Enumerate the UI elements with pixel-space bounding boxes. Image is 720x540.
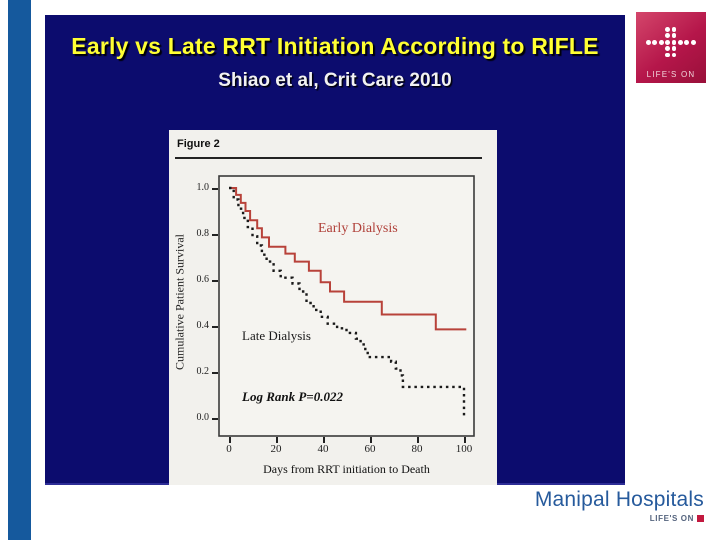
logo-dot bbox=[646, 39, 651, 45]
slide-panel: Early vs Late RRT Initiation According t… bbox=[45, 15, 625, 485]
logo-dot bbox=[671, 27, 677, 32]
x-tick-mark bbox=[276, 437, 278, 443]
x-tick-mark bbox=[464, 437, 466, 443]
logo-dot bbox=[671, 52, 677, 58]
logo-dot bbox=[665, 52, 670, 58]
y-tick-label: 0.0 bbox=[196, 412, 210, 423]
y-tick-label: 0.4 bbox=[196, 320, 210, 331]
figure-label: Figure 2 bbox=[177, 138, 220, 150]
hospital-name: Manipal Hospitals bbox=[534, 488, 704, 511]
logo-dot bbox=[652, 39, 658, 45]
log-rank-p-value: Log Rank P=0.022 bbox=[242, 389, 343, 404]
figure-panel: Figure 2 Cumulative Patient Survival Ear… bbox=[169, 130, 497, 485]
y-axis-label: Cumulative Patient Survival bbox=[172, 234, 187, 370]
left-accent-bar bbox=[8, 0, 31, 540]
logo-dot bbox=[671, 39, 677, 45]
y-tick-label: 0.8 bbox=[196, 228, 210, 239]
figure-divider bbox=[175, 157, 482, 159]
manipal-cross-icon bbox=[636, 12, 706, 68]
x-tick-label: 100 bbox=[455, 443, 473, 455]
y-tick-mark bbox=[212, 418, 218, 420]
y-tick-label: 0.6 bbox=[196, 274, 210, 285]
x-tick-label: 0 bbox=[226, 443, 232, 455]
late-dialysis-label: Late Dialysis bbox=[242, 328, 311, 343]
x-tick-mark bbox=[417, 437, 419, 443]
logo-dot bbox=[678, 39, 683, 45]
x-tick-label: 40 bbox=[317, 443, 329, 455]
logo-dot bbox=[665, 46, 670, 51]
slide-subtitle: Shiao et al, Crit Care 2010 bbox=[218, 70, 452, 91]
logo-dot bbox=[665, 33, 670, 39]
survival-chart-svg bbox=[218, 175, 475, 437]
y-tick-mark bbox=[212, 372, 218, 374]
logo-dot bbox=[665, 27, 670, 32]
logo-dot bbox=[671, 33, 677, 39]
x-tick-mark bbox=[370, 437, 372, 443]
logo-tagline: LIFE'S ON bbox=[646, 70, 696, 79]
logo-dot bbox=[671, 46, 677, 51]
logo-dot bbox=[665, 39, 670, 45]
y-tick-mark bbox=[212, 234, 218, 236]
x-tick-label: 80 bbox=[411, 443, 423, 455]
y-tick-mark bbox=[212, 188, 218, 190]
manipal-logo: LIFE'S ON bbox=[636, 12, 706, 83]
x-tick-label: 20 bbox=[270, 443, 282, 455]
early-dialysis-label: Early Dialysis bbox=[318, 221, 398, 236]
logo-dot bbox=[658, 39, 664, 45]
footer-tagline-text: LIFE'S ON bbox=[649, 514, 694, 523]
early-dialysis-curve bbox=[229, 187, 467, 331]
y-tick-label: 1.0 bbox=[196, 182, 210, 193]
y-tick-mark bbox=[212, 280, 218, 282]
km-plot: Early Dialysis Late Dialysis Log Rank P=… bbox=[218, 175, 475, 437]
x-tick-label: 60 bbox=[364, 443, 376, 455]
x-tick-mark bbox=[229, 437, 231, 443]
y-tick-mark bbox=[212, 326, 218, 328]
slide-title: Early vs Late RRT Initiation According t… bbox=[71, 33, 599, 59]
tagline-square-icon bbox=[697, 515, 704, 522]
footer-tagline: LIFE'S ON bbox=[535, 514, 704, 523]
logo-dot bbox=[690, 39, 696, 45]
x-axis-label: Days from RRT initiation to Death bbox=[263, 462, 430, 476]
x-tick-mark bbox=[323, 437, 325, 443]
footer-branding: Manipal Hospitals LIFE'S ON bbox=[535, 488, 704, 523]
y-tick-label: 0.2 bbox=[196, 366, 210, 377]
logo-dot bbox=[684, 39, 690, 45]
